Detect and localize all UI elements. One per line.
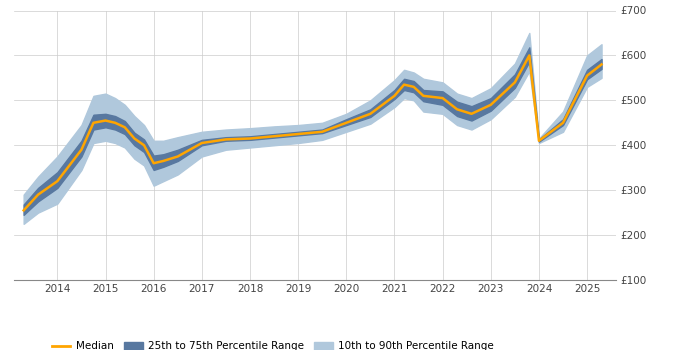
Legend: Median, 25th to 75th Percentile Range, 10th to 90th Percentile Range: Median, 25th to 75th Percentile Range, 1…: [48, 337, 498, 350]
